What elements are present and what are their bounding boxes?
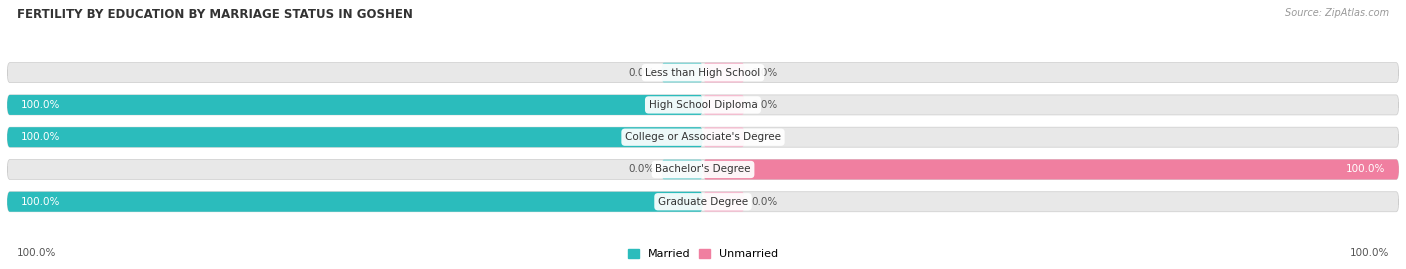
Text: 100.0%: 100.0% bbox=[1350, 248, 1389, 258]
Text: 100.0%: 100.0% bbox=[21, 197, 60, 207]
Text: 0.0%: 0.0% bbox=[752, 132, 778, 142]
FancyBboxPatch shape bbox=[661, 160, 703, 179]
Text: 0.0%: 0.0% bbox=[628, 68, 654, 78]
Text: High School Diploma: High School Diploma bbox=[648, 100, 758, 110]
Text: 100.0%: 100.0% bbox=[21, 100, 60, 110]
FancyBboxPatch shape bbox=[7, 192, 703, 212]
FancyBboxPatch shape bbox=[703, 95, 745, 115]
Text: 0.0%: 0.0% bbox=[628, 164, 654, 175]
Text: Source: ZipAtlas.com: Source: ZipAtlas.com bbox=[1285, 8, 1389, 18]
FancyBboxPatch shape bbox=[703, 127, 745, 147]
FancyBboxPatch shape bbox=[703, 63, 745, 83]
Text: College or Associate's Degree: College or Associate's Degree bbox=[626, 132, 780, 142]
FancyBboxPatch shape bbox=[7, 63, 1399, 83]
FancyBboxPatch shape bbox=[7, 192, 1399, 212]
Legend: Married, Unmarried: Married, Unmarried bbox=[627, 249, 779, 260]
FancyBboxPatch shape bbox=[7, 127, 1399, 147]
FancyBboxPatch shape bbox=[7, 160, 1399, 179]
Text: 100.0%: 100.0% bbox=[17, 248, 56, 258]
FancyBboxPatch shape bbox=[703, 160, 1399, 179]
FancyBboxPatch shape bbox=[7, 127, 703, 147]
Text: 100.0%: 100.0% bbox=[21, 132, 60, 142]
Text: 0.0%: 0.0% bbox=[752, 100, 778, 110]
FancyBboxPatch shape bbox=[7, 95, 703, 115]
Text: 100.0%: 100.0% bbox=[1346, 164, 1385, 175]
FancyBboxPatch shape bbox=[661, 63, 703, 83]
Text: 0.0%: 0.0% bbox=[752, 197, 778, 207]
Text: FERTILITY BY EDUCATION BY MARRIAGE STATUS IN GOSHEN: FERTILITY BY EDUCATION BY MARRIAGE STATU… bbox=[17, 8, 413, 21]
FancyBboxPatch shape bbox=[703, 192, 745, 212]
Text: Bachelor's Degree: Bachelor's Degree bbox=[655, 164, 751, 175]
Text: Graduate Degree: Graduate Degree bbox=[658, 197, 748, 207]
Text: Less than High School: Less than High School bbox=[645, 68, 761, 78]
Text: 0.0%: 0.0% bbox=[752, 68, 778, 78]
FancyBboxPatch shape bbox=[7, 95, 1399, 115]
